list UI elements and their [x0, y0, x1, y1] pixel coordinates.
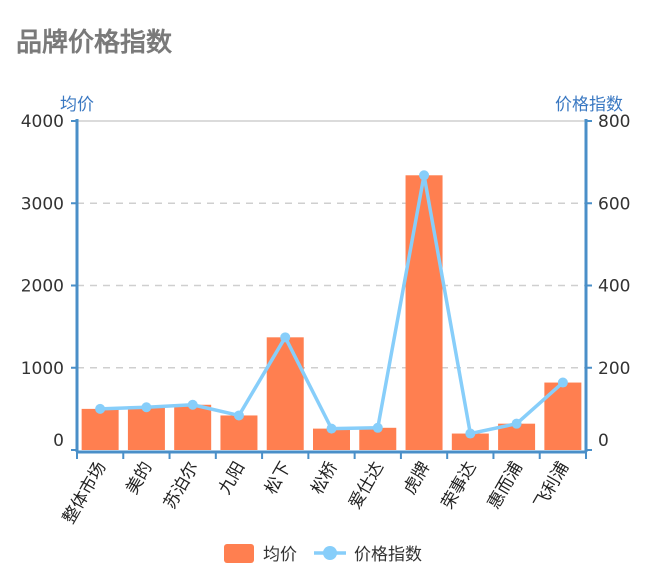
left-tick-label: 1000 — [21, 359, 64, 379]
category-label: 九阳 — [215, 459, 249, 498]
bar-series — [81, 175, 582, 450]
line-point — [326, 423, 337, 434]
line-series — [95, 170, 568, 439]
right-tick-label: 400 — [598, 277, 630, 297]
bar — [81, 408, 119, 450]
category-label: 整体市场 — [59, 459, 110, 528]
left-tick-label: 0 — [53, 431, 64, 451]
line-point — [187, 399, 198, 410]
line-point — [280, 332, 291, 343]
line-point — [419, 170, 430, 181]
bar — [220, 415, 258, 450]
line-point — [372, 422, 383, 433]
grid-lines — [77, 120, 586, 369]
legend-bar-swatch — [224, 544, 254, 563]
right-tick-label: 200 — [598, 359, 630, 379]
line-point — [557, 377, 568, 388]
category-label: 苏泊尔 — [160, 459, 203, 513]
left-axis-title: 均价 — [60, 95, 94, 115]
right-tick-label: 0 — [598, 431, 609, 451]
bar — [313, 428, 350, 450]
right-tick-label: 800 — [598, 112, 630, 132]
category-label: 虎牌 — [400, 459, 434, 498]
line-point — [95, 403, 106, 414]
legend-bar-label: 均价 — [263, 545, 297, 565]
line-path — [100, 173, 565, 436]
left-tick-label: 2000 — [21, 277, 64, 297]
category-label: 美的 — [122, 459, 156, 498]
right-axis-title: 价格指数 — [555, 95, 623, 115]
category-label: 飞利浦 — [530, 459, 573, 513]
left-tick-label: 4000 — [21, 112, 64, 132]
category-label: 松桥 — [308, 459, 342, 498]
bar — [174, 404, 212, 450]
bar — [451, 433, 489, 450]
bar — [359, 427, 397, 450]
legend-item-bar: 均价 — [224, 544, 297, 565]
category-label: 惠而浦 — [484, 459, 527, 513]
legend-item-line: 价格指数 — [314, 545, 422, 565]
category-label: 松下 — [261, 459, 295, 498]
category-label: 爱仕达 — [345, 459, 388, 513]
line-point — [465, 428, 476, 439]
line-point — [233, 410, 244, 421]
legend-line-marker — [323, 546, 337, 560]
right-tick-label: 600 — [598, 194, 630, 214]
page-title: 品牌价格指数 — [16, 28, 173, 58]
line-point — [511, 418, 522, 429]
left-tick-label: 3000 — [21, 194, 64, 214]
bar — [127, 407, 165, 450]
axes: 均价 价格指数 0 1000 2000 3000 4000 0 200 400 600 800 整体… — [21, 95, 631, 527]
legend-line-label: 价格指数 — [354, 545, 422, 565]
bar — [405, 175, 443, 450]
category-label: 荣事达 — [438, 459, 481, 513]
line-point — [141, 402, 152, 413]
legend[interactable]: 均价 价格指数 — [224, 544, 422, 565]
bar — [266, 337, 304, 450]
